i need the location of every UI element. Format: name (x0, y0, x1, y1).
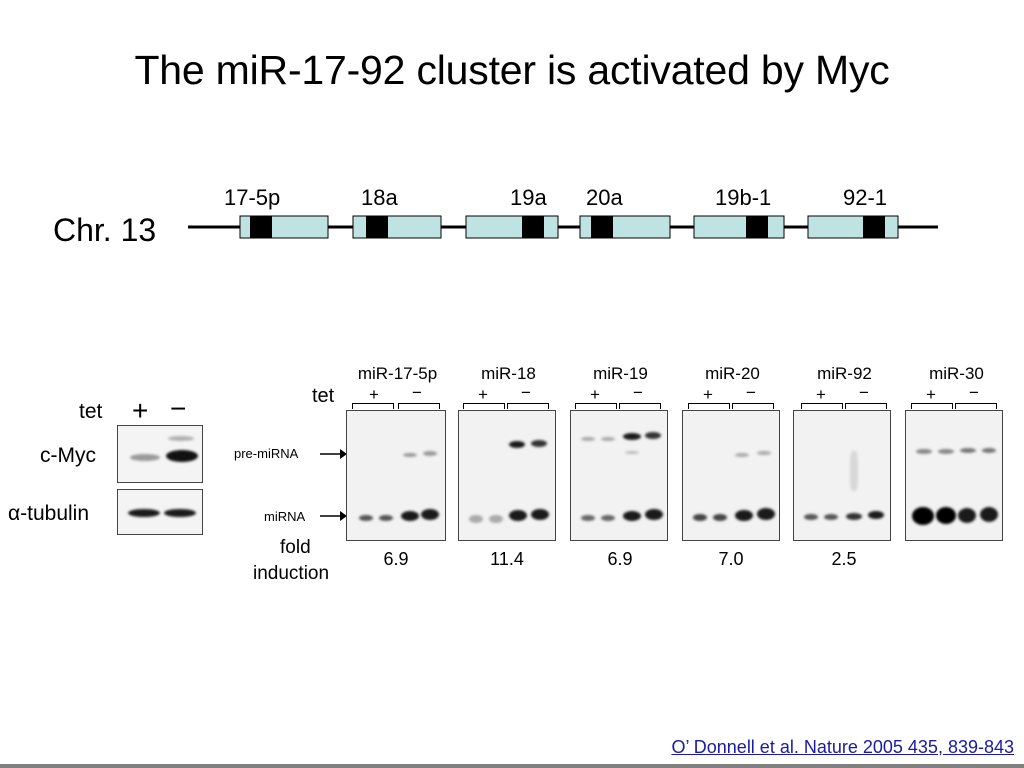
pre-mirna-arrow-icon (320, 449, 347, 459)
fold-value-2: 11.4 (490, 549, 524, 569)
panel-minus-1: − (412, 383, 422, 402)
slide-title: The miR-17-92 cluster is activated by My… (134, 47, 890, 93)
panel-title-1: miR-17-5p (357, 364, 438, 383)
mirna-box-5 (693, 215, 785, 239)
mirna-label-6: 92-1 (843, 185, 888, 210)
western-band (128, 509, 160, 517)
fold-value-4: 7.0 (718, 549, 744, 569)
mirna-label-1: 17-5p (224, 185, 281, 210)
fold-label-line1: fold (280, 537, 311, 558)
panel-plus-3: + (590, 385, 600, 404)
mirna-label: miRNA (264, 509, 306, 524)
western-row-tubulin: α-tubulin (8, 502, 90, 525)
bracket-minus-6 (955, 403, 997, 409)
citation-link[interactable]: O’ Donnell et al. Nature 2005 435, 839-8… (671, 737, 1014, 757)
bottom-divider (0, 764, 1024, 768)
bracket-plus-3 (575, 403, 617, 409)
mirna-box-1 (239, 215, 329, 239)
panel-title-6: miR-30 (929, 364, 984, 383)
panel-title-3: miR-19 (593, 364, 648, 383)
fold-value-3: 6.9 (607, 549, 633, 569)
panel-plus-4: + (703, 385, 713, 404)
western-band (164, 509, 196, 517)
bracket-minus-3 (619, 403, 661, 409)
panel-minus-5: − (859, 383, 869, 402)
panel-title-2: miR-18 (481, 364, 536, 383)
panel-plus-1: + (369, 385, 379, 404)
northern-blot-2 (458, 410, 556, 541)
bracket-minus-4 (732, 403, 774, 409)
bracket-plus-6 (911, 403, 953, 409)
bracket-plus-5 (801, 403, 843, 409)
panel-plus-2: + (478, 385, 488, 404)
panel-minus-2: − (521, 383, 531, 402)
panel-minus-3: − (633, 383, 643, 402)
northern-blot-1 (346, 410, 446, 541)
fold-value-5: 2.5 (831, 549, 857, 569)
western-row-cmyc: c-Myc (40, 444, 96, 467)
bracket-plus-2 (463, 403, 505, 409)
mirna-arrow-icon (320, 511, 347, 521)
panel-minus-4: − (746, 383, 756, 402)
mirna-label-3: 19a (510, 185, 547, 210)
western-tet-label: tet (79, 400, 103, 423)
western-band (166, 450, 198, 462)
northern-blot-6 (905, 410, 1003, 541)
northern-blot-4 (682, 410, 780, 541)
mirna-label-2: 18a (361, 185, 398, 210)
bracket-minus-1 (398, 403, 440, 409)
western-plus: + (132, 395, 149, 426)
mirna-box-3 (465, 215, 559, 239)
mirna-box-2 (352, 215, 442, 239)
panel-plus-6: + (926, 385, 936, 404)
mirna-box-4 (579, 215, 671, 239)
pre-mirna-label: pre-miRNA (234, 446, 299, 461)
panel-title-4: miR-20 (705, 364, 760, 383)
bracket-minus-2 (507, 403, 549, 409)
mirna-label-5: 19b-1 (715, 185, 772, 210)
chromosome-label: Chr. 13 (53, 212, 157, 248)
panel-minus-6: − (969, 383, 979, 402)
bracket-plus-4 (688, 403, 730, 409)
mirna-box-6 (807, 215, 899, 239)
panel-title-5: miR-92 (817, 364, 872, 383)
western-band (130, 454, 160, 461)
western-blot-tubulin (117, 489, 203, 535)
western-minus: − (170, 393, 187, 424)
panel-plus-5: + (816, 385, 826, 404)
northern-blot-3 (570, 410, 668, 541)
fold-label-line2: induction (253, 563, 330, 584)
chromosome-diagram (188, 215, 938, 239)
western-blot-cmyc (117, 425, 203, 483)
northern-blot-5 (793, 410, 891, 541)
mirna-label-4: 20a (586, 185, 623, 210)
fold-value-1: 6.9 (383, 549, 409, 569)
western-band (168, 436, 194, 441)
bracket-plus-1 (352, 403, 394, 409)
bracket-minus-5 (845, 403, 887, 409)
northern-tet-label: tet (312, 385, 335, 407)
